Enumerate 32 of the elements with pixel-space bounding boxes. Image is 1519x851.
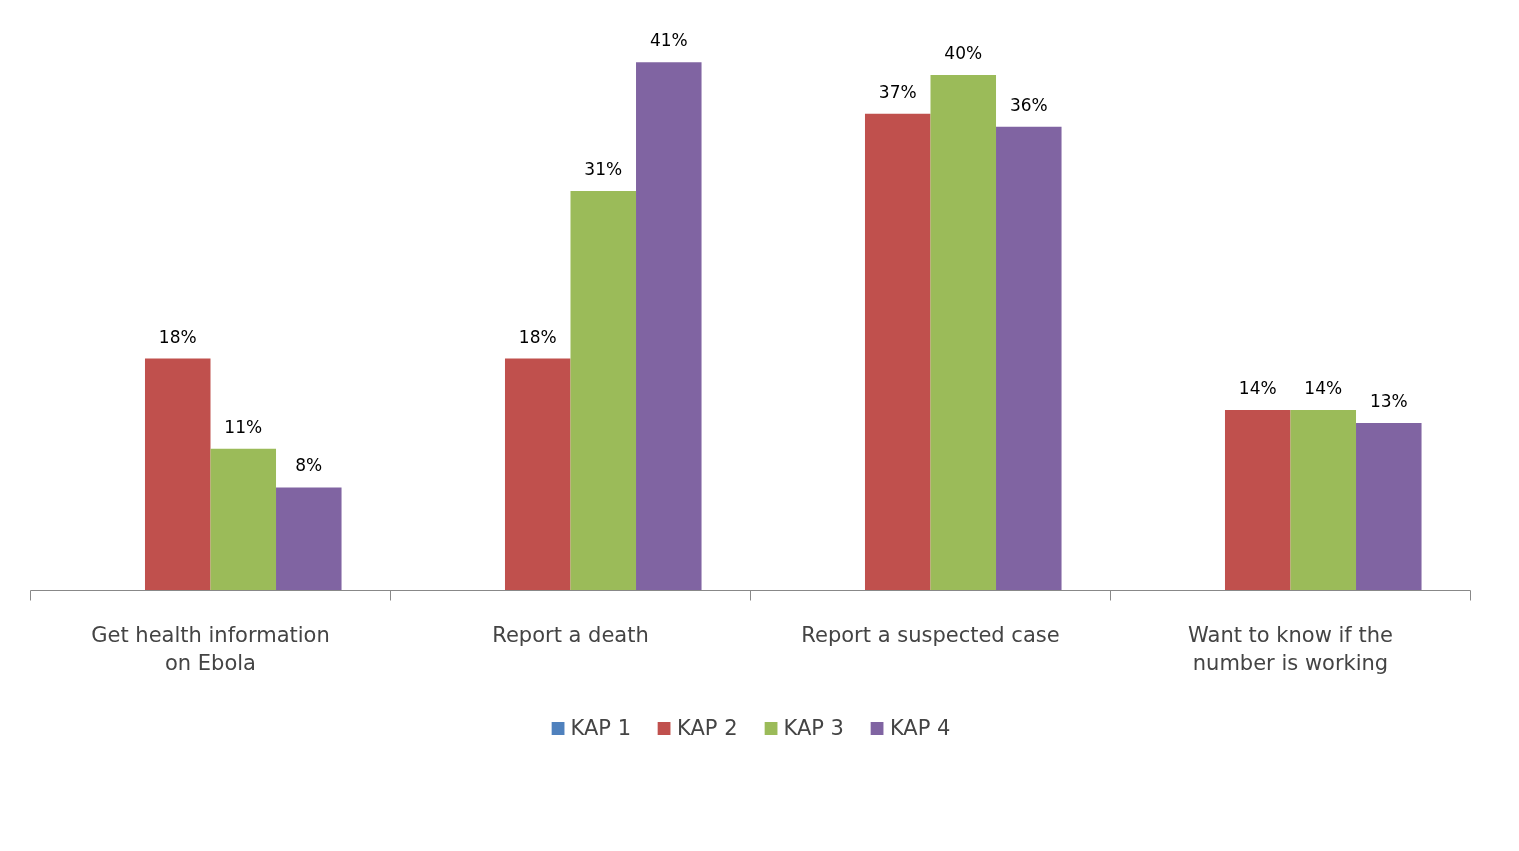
data-label: 14% [1304, 378, 1343, 399]
bar [570, 191, 637, 591]
legend-label: KAP 2 [677, 716, 738, 740]
bar [996, 126, 1062, 591]
data-label: 18% [518, 326, 557, 347]
data-label: 40% [944, 43, 983, 64]
x-tick-label: Get health information on Ebola [91, 622, 330, 676]
x-tick-label: Report a suspected case [801, 622, 1060, 647]
legend-label: KAP 1 [570, 716, 632, 740]
x-tick-label: Report a death [492, 622, 649, 647]
bar [864, 113, 931, 591]
data-label: 36% [1009, 94, 1048, 115]
data-label: 8% [295, 455, 323, 476]
legend-label: KAP 3 [783, 716, 844, 740]
bar [210, 448, 277, 591]
bar [1224, 410, 1291, 591]
data-label: 31% [584, 159, 623, 180]
data-label: 37% [878, 81, 917, 102]
data-label: 11% [224, 416, 263, 437]
bar [636, 62, 702, 591]
bar [1356, 422, 1422, 591]
data-label: 14% [1238, 378, 1277, 399]
bar [144, 358, 211, 591]
data-label: 13% [1369, 390, 1408, 411]
bar [930, 75, 997, 591]
bar [276, 487, 342, 591]
bar [504, 358, 571, 591]
data-label: 18% [158, 326, 197, 347]
x-tick-label: Want to know if the number is working [1188, 622, 1393, 676]
bar [1290, 410, 1357, 591]
data-label: 41% [649, 30, 688, 51]
legend-label: KAP 4 [889, 716, 951, 740]
